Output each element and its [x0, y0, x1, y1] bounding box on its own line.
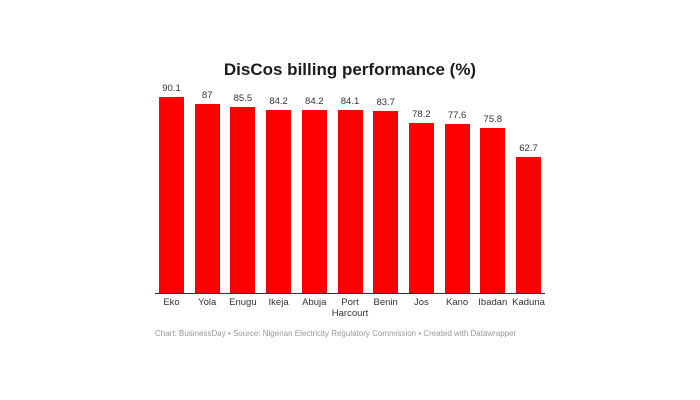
bar-value-label: 87 — [201, 89, 213, 101]
bar-value-label: 84.2 — [305, 95, 324, 107]
x-axis-label: Port Harcourt — [331, 297, 369, 319]
x-axis-label: Kaduna — [512, 297, 545, 308]
bar-value-label: 77.6 — [447, 110, 467, 122]
bar — [480, 128, 506, 293]
x-axis-baseline — [155, 293, 545, 294]
x-axis-label: Ibadan — [478, 297, 508, 308]
bar-value-label: 85.5 — [233, 93, 253, 104]
bar-value-label: 78.2 — [412, 108, 431, 120]
bar-value-label: 84.2 — [269, 95, 288, 107]
bar — [301, 109, 327, 293]
bar-value-label: 75.8 — [483, 114, 503, 126]
x-axis-label: Benin — [373, 297, 398, 308]
bar-value-label: 84.1 — [340, 96, 360, 108]
chart-footer: Chart: BusinessDay • Source: Nigerian El… — [155, 329, 517, 338]
x-axis-label: Enugu — [229, 297, 257, 308]
bar — [373, 110, 399, 293]
bar-value-label: 62.7 — [519, 142, 538, 154]
bar — [516, 156, 541, 293]
plot-area: 90.1 87 85.5 84.2 84.2 84.1 83.7 78.2 77.6 75.8 62… — [155, 80, 545, 293]
chart-title: DisCos billing performance (%) — [223, 60, 477, 79]
bar — [408, 122, 434, 293]
x-axis-label: Ikeja — [268, 297, 289, 308]
x-axis-label: Abuja — [302, 297, 327, 308]
bar — [194, 103, 220, 293]
x-axis-label: Yola — [198, 297, 217, 308]
x-axis-label: Kano — [446, 297, 469, 308]
x-axis-label: Jos — [413, 297, 429, 308]
bar-value-label: 83.7 — [376, 96, 395, 108]
bar — [230, 107, 256, 293]
bar — [159, 97, 184, 293]
bar-value-label: 90.1 — [162, 83, 181, 94]
x-axis-label: Eko — [163, 297, 180, 308]
bar — [337, 110, 363, 293]
bar — [444, 124, 470, 293]
bar — [266, 109, 292, 293]
